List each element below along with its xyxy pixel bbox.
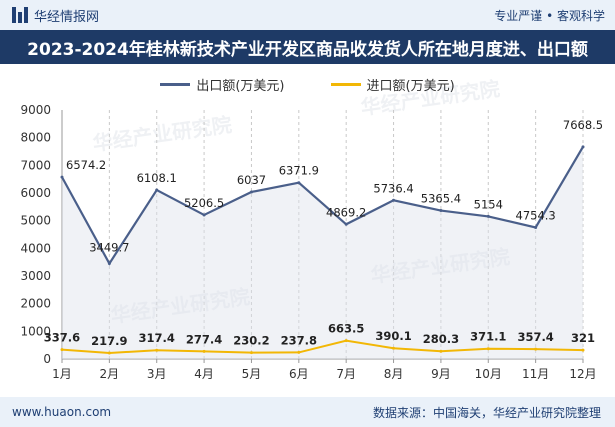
export-point — [486, 214, 490, 218]
import-point — [392, 346, 396, 350]
export-point — [534, 225, 538, 229]
y-tick-label: 8000 — [20, 131, 51, 145]
import-data-label: 237.8 — [281, 333, 317, 347]
x-tick-label: 12月 — [569, 367, 596, 381]
y-tick-label: 9000 — [20, 103, 51, 117]
export-data-label: 4754.3 — [516, 208, 556, 222]
import-point — [202, 349, 206, 353]
export-data-label: 5154 — [474, 197, 503, 211]
y-tick-label: 2000 — [20, 297, 51, 311]
export-point — [249, 190, 253, 194]
import-data-label: 277.4 — [186, 332, 222, 346]
y-tick-label: 4000 — [20, 241, 51, 255]
y-tick-label: 3000 — [20, 269, 51, 283]
legend-swatch-export — [160, 82, 191, 86]
import-data-label: 321 — [571, 331, 595, 345]
x-tick-label: 11月 — [522, 367, 549, 381]
import-data-label: 390.1 — [375, 329, 411, 343]
import-point — [107, 351, 111, 355]
export-point — [155, 188, 159, 192]
legend-label-import: 进口额(万美元) — [366, 78, 455, 94]
chart-title: 2023-2024年桂林新技术产业开发区商品收发货人所在地月度进、出口额 — [0, 30, 615, 64]
footer-source: 数据来源：中国海关，华经产业研究院整理 — [372, 405, 601, 420]
import-line — [61, 339, 584, 354]
export-data-label: 3449.7 — [89, 241, 129, 255]
chart-legend: 出口额(万美元) 进口额(万美元) — [0, 74, 615, 94]
export-data-label: 5365.4 — [421, 192, 461, 206]
brand-logo-icon — [12, 7, 28, 23]
export-area — [62, 146, 583, 359]
import-point — [581, 348, 585, 352]
brand[interactable]: 华经情报网 — [12, 6, 99, 25]
footer-bar: www.huaon.com 数据来源：中国海关，华经产业研究院整理 — [0, 397, 615, 427]
import-point — [249, 351, 253, 355]
export-data-label: 6108.1 — [137, 171, 177, 185]
import-point — [486, 347, 490, 351]
x-axis: 1月 2月 3月 4月 5月 6月 7月 8月 9月 10月 11月 12月 — [52, 358, 597, 381]
export-data-label: 4869.2 — [326, 205, 366, 219]
tagline: 专业严谨 • 客观科学 — [494, 8, 605, 23]
import-point — [60, 348, 64, 352]
y-axis: 0 1000 2000 3000 4000 5000 6000 7000 8000 9000 — [20, 103, 63, 366]
export-data-label: 7668.5 — [563, 118, 603, 132]
import-point — [439, 349, 443, 353]
import-data-label: 371.1 — [470, 330, 506, 344]
y-tick-label: 0 — [43, 352, 51, 366]
import-point — [297, 350, 301, 354]
x-tick-label: 6月 — [289, 367, 309, 381]
export-point — [202, 213, 206, 217]
export-data-label: 5206.5 — [184, 196, 224, 210]
import-point — [534, 347, 538, 351]
x-tick-label: 9月 — [431, 367, 451, 381]
import-data-label: 317.4 — [139, 331, 175, 345]
import-data-label: 230.2 — [233, 334, 269, 348]
y-tick-label: 6000 — [20, 186, 51, 200]
export-point — [107, 262, 111, 266]
x-tick-label: 1月 — [52, 367, 72, 381]
export-line — [61, 146, 584, 266]
export-data-label: 5736.4 — [373, 181, 413, 195]
footer-url[interactable]: www.huaon.com — [12, 405, 112, 419]
x-tick-label: 2月 — [100, 367, 120, 381]
export-data-label: 6371.9 — [279, 164, 319, 178]
x-tick-label: 8月 — [384, 367, 404, 381]
header-bar: 华经情报网 专业严谨 • 客观科学 — [0, 0, 615, 30]
import-data-label: 663.5 — [328, 322, 364, 336]
export-point — [439, 209, 443, 213]
x-tick-label: 3月 — [147, 367, 167, 381]
export-point — [344, 222, 348, 226]
x-tick-label: 5月 — [242, 367, 262, 381]
import-data-label: 337.6 — [44, 331, 80, 345]
export-point — [581, 145, 585, 149]
import-point — [155, 348, 159, 352]
brand-name: 华经情报网 — [34, 9, 100, 25]
import-point — [344, 339, 348, 343]
legend-label-export: 出口额(万美元) — [196, 78, 285, 94]
x-tick-label: 4月 — [194, 367, 214, 381]
y-tick-label: 1000 — [20, 324, 51, 338]
y-tick-label: 5000 — [20, 214, 51, 228]
legend-swatch-import — [330, 82, 361, 86]
export-data-label: 6037 — [237, 173, 266, 187]
export-data-label: 6574.2 — [66, 158, 106, 172]
data-labels: 6574.2 3449.7 6108.1 5206.5 6037 6371.9 4869.2… — [44, 118, 603, 348]
y-tick-label: 7000 — [20, 158, 51, 172]
export-point — [60, 175, 64, 179]
export-point — [392, 198, 396, 202]
import-data-label: 217.9 — [91, 334, 127, 348]
chart-series — [60, 145, 585, 359]
export-point — [297, 181, 301, 185]
x-tick-label: 7月 — [336, 367, 356, 381]
legend-item-export[interactable]: 出口额(万美元) — [160, 75, 285, 94]
x-tick-label: 10月 — [475, 367, 502, 381]
import-data-label: 357.4 — [517, 330, 553, 344]
import-data-label: 280.3 — [423, 332, 459, 346]
legend-item-import[interactable]: 进口额(万美元) — [330, 75, 455, 94]
